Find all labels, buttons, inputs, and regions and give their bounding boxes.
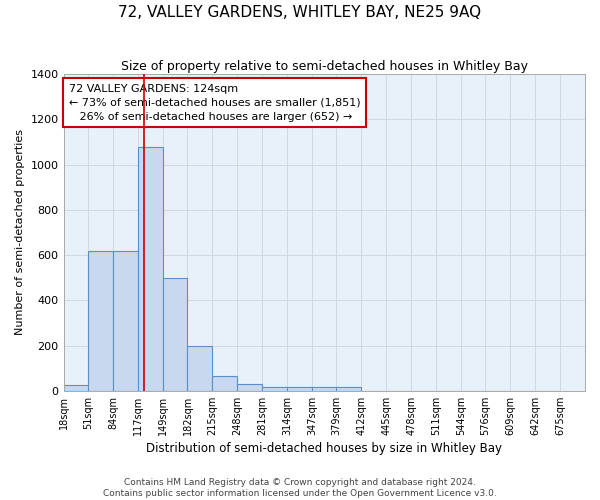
Bar — [88, 250, 113, 391]
X-axis label: Distribution of semi-detached houses by size in Whitley Bay: Distribution of semi-detached houses by … — [146, 442, 502, 455]
Bar — [163, 278, 187, 391]
Bar — [238, 384, 262, 391]
Bar — [337, 388, 361, 391]
Bar — [187, 346, 212, 391]
Bar — [139, 146, 163, 391]
Bar — [287, 388, 312, 391]
Title: Size of property relative to semi-detached houses in Whitley Bay: Size of property relative to semi-detach… — [121, 60, 528, 73]
Bar — [312, 388, 337, 391]
Bar — [262, 388, 287, 391]
Text: Contains HM Land Registry data © Crown copyright and database right 2024.
Contai: Contains HM Land Registry data © Crown c… — [103, 478, 497, 498]
Text: 72 VALLEY GARDENS: 124sqm
← 73% of semi-detached houses are smaller (1,851)
   2: 72 VALLEY GARDENS: 124sqm ← 73% of semi-… — [69, 84, 361, 122]
Bar — [64, 385, 88, 391]
Bar — [113, 250, 139, 391]
Bar — [212, 376, 238, 391]
Text: 72, VALLEY GARDENS, WHITLEY BAY, NE25 9AQ: 72, VALLEY GARDENS, WHITLEY BAY, NE25 9A… — [118, 5, 482, 20]
Y-axis label: Number of semi-detached properties: Number of semi-detached properties — [15, 130, 25, 336]
